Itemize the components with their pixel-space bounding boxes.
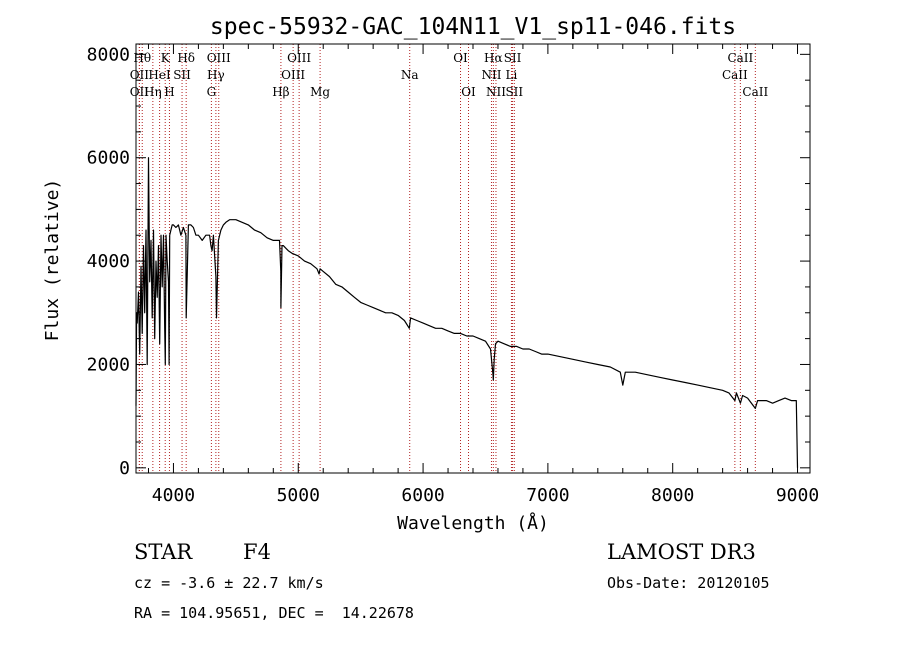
y-tick-label: 6000: [87, 148, 130, 169]
x-tick-label: 5000: [277, 485, 320, 506]
line-label-Hδ: Hδ: [177, 51, 195, 65]
line-label-H: H: [164, 85, 174, 99]
line-label-Hθ: Hθ: [133, 51, 151, 65]
line-label-OIII: OIII: [207, 51, 231, 65]
line-label-Hα: Hα: [484, 51, 503, 65]
line-label-K: K: [161, 51, 171, 65]
line-label-NII: NII: [481, 68, 501, 82]
coordinates: RA = 104.95651, DEC = 14.22678: [134, 604, 414, 622]
chart-title: spec-55932-GAC_104N11_V1_sp11-046.fits: [210, 14, 736, 40]
line-label-NII: NII: [486, 85, 506, 99]
line-label-SII: SII: [505, 85, 523, 99]
axes: 4000 5000 6000 7000 8000 9000 0 2000 4000 6000 800…: [87, 43, 819, 506]
line-label-CaII: CaII: [742, 85, 768, 99]
line-label-Hγ: Hγ: [207, 68, 225, 82]
y-axis-label: Flux (relative): [42, 179, 63, 342]
spectrum-series: [135, 157, 799, 468]
object-class: STAR: [134, 540, 193, 564]
emission-line-markers: [138, 44, 756, 473]
line-label-CaII: CaII: [722, 68, 748, 82]
line-label-Mg: Mg: [310, 85, 330, 99]
spectrum-line: [135, 157, 799, 468]
x-tick-label: 8000: [651, 485, 694, 506]
y-tick-label: 0: [119, 458, 130, 479]
spectrum-chart: spec-55932-GAC_104N11_V1_sp11-046.fits 4…: [42, 14, 819, 534]
line-label-Li: Li: [506, 68, 518, 82]
line-label-OIII: OIII: [287, 51, 311, 65]
object-subclass: F4: [243, 540, 271, 564]
line-label-HeI: HeI: [148, 68, 171, 82]
x-tick-label: 4000: [152, 485, 195, 506]
line-label-OII: OII: [130, 68, 150, 82]
y-tick-label: 2000: [87, 354, 130, 375]
line-label-OII: OII: [130, 85, 150, 99]
y-tick-label: 4000: [87, 251, 130, 272]
line-label-SII: SII: [173, 68, 191, 82]
y-tick-label: 8000: [87, 44, 130, 65]
line-label-SII: SII: [504, 51, 522, 65]
line-label-Hη: Hη: [144, 85, 162, 99]
x-tick-label: 6000: [401, 485, 444, 506]
x-axis-label: Wavelength (Å): [397, 512, 549, 534]
redshift-cz: cz = -3.6 ± 22.7 km/s: [134, 574, 324, 592]
plot-frame: [135, 43, 811, 474]
line-label-OI: OI: [453, 51, 468, 65]
x-tick-label: 9000: [776, 485, 819, 506]
line-label-CaII: CaII: [727, 51, 753, 65]
line-label-OI: OI: [461, 85, 476, 99]
line-label-G: G: [207, 85, 217, 99]
line-label-Hβ: Hβ: [272, 85, 289, 99]
survey-name: LAMOST DR3: [607, 540, 756, 564]
line-label-OIII: OIII: [281, 68, 305, 82]
line-label-Na: Na: [401, 68, 419, 82]
x-tick-label: 7000: [526, 485, 569, 506]
obs-date: Obs-Date: 20120105: [607, 574, 770, 592]
